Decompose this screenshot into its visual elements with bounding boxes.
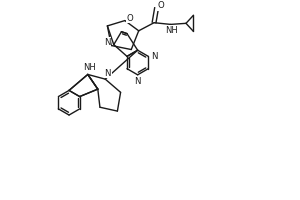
Text: N: N <box>134 77 141 86</box>
Text: NH: NH <box>165 26 178 35</box>
Text: N: N <box>105 69 111 78</box>
Text: N: N <box>104 38 111 47</box>
Text: O: O <box>158 1 164 10</box>
Text: NH: NH <box>83 63 96 72</box>
Text: O: O <box>127 14 134 23</box>
Text: N: N <box>151 52 158 61</box>
